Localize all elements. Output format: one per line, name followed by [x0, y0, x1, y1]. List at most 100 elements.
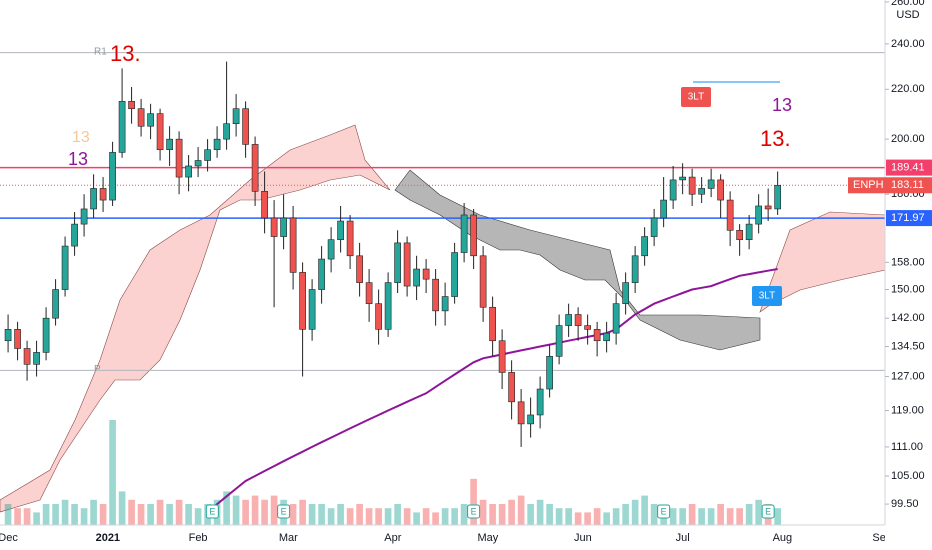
candle-body [128, 101, 135, 109]
volume-bar [356, 504, 363, 525]
candle-body [204, 149, 211, 161]
pivot-label: P [94, 364, 101, 375]
volume-bar [156, 499, 164, 525]
signal-box [681, 87, 711, 107]
y-tick-label: 142.00 [891, 312, 925, 324]
candle-body [584, 325, 591, 330]
level-label: 189.41 [891, 161, 925, 173]
earnings-marker: E [765, 506, 771, 516]
level-label: 171.97 [891, 212, 925, 224]
volume-bar [61, 499, 69, 525]
volume-bar [365, 508, 373, 525]
candle-body [603, 332, 610, 342]
candle-body [175, 138, 183, 178]
y-tick-label: 158.00 [891, 256, 925, 268]
candle-body [4, 329, 12, 342]
candle-body [289, 217, 297, 273]
candle-body [745, 223, 753, 241]
candle-body [223, 123, 230, 140]
volume-bar [375, 508, 382, 525]
volume-bar [441, 508, 449, 525]
volume-bar [517, 495, 525, 525]
candle-body [413, 268, 420, 287]
annotation: 13 [68, 149, 88, 169]
x-tick-label: May [477, 532, 498, 544]
candle-body [80, 208, 88, 225]
annotation: 3LT [759, 291, 776, 302]
volume-bar [688, 504, 696, 525]
candle-body [565, 314, 572, 326]
volume-bar [52, 504, 59, 525]
volume-bar [508, 499, 515, 525]
volume-bar [23, 508, 31, 525]
candle-body [489, 306, 496, 342]
candle-body [698, 188, 705, 195]
candle-body [622, 282, 629, 304]
candle-body [308, 289, 316, 330]
candle-body [137, 108, 145, 127]
candle-body [641, 236, 648, 257]
candle-body [109, 152, 116, 201]
volume-bar [489, 504, 496, 525]
volume-bar [223, 491, 230, 525]
volume-bar [584, 512, 591, 525]
candle-body [299, 272, 306, 330]
volume-bar [527, 504, 534, 525]
volume-bar [717, 504, 724, 525]
candle-body [679, 176, 686, 181]
candle-body [242, 108, 249, 145]
volume-bar [679, 508, 686, 525]
volume-bar [574, 512, 582, 525]
candle-body [432, 278, 439, 312]
candle-body [213, 138, 221, 151]
earnings-box [467, 504, 481, 519]
currency-label: USD [896, 9, 919, 21]
volume-bar [698, 508, 705, 525]
candle-body [422, 268, 430, 280]
volume-bar [166, 504, 173, 525]
earnings-box [657, 504, 671, 519]
candle-body [356, 255, 363, 283]
volume-bar [261, 499, 268, 525]
candle-body [764, 205, 772, 210]
volume-bar [118, 491, 126, 525]
volume-bar [299, 499, 306, 525]
candle-body [194, 160, 202, 167]
candle-body [90, 188, 97, 210]
earnings-box [205, 504, 219, 519]
candle-body [517, 401, 525, 425]
candle-body [508, 372, 515, 403]
volume-bar [109, 420, 116, 525]
x-tick-label: 2021 [96, 532, 120, 544]
volume-bar [755, 499, 762, 525]
volume-bar [641, 495, 648, 525]
candle-body [280, 217, 287, 237]
y-tick-label: 240.00 [891, 38, 925, 50]
symbol-label: ENPH [853, 179, 884, 191]
cloud-bullish [0, 124, 391, 513]
volume-bar [175, 499, 183, 525]
y-tick-label: 127.00 [891, 370, 925, 382]
candle-body [23, 348, 31, 365]
candle-body [261, 191, 268, 219]
volume-bar [565, 508, 572, 525]
candle-body [650, 217, 658, 237]
candle-body [707, 179, 715, 189]
candle-body [166, 138, 173, 151]
candle-body [61, 245, 69, 290]
candle-body [498, 340, 506, 373]
candle-body [346, 220, 354, 257]
earnings-box [761, 504, 775, 519]
candle-body [365, 282, 373, 304]
annotation: 13. [760, 126, 791, 151]
candle-body [42, 317, 50, 353]
candle-body [755, 205, 762, 225]
y-tick-label: 134.50 [891, 340, 925, 352]
volume-bar [479, 499, 487, 525]
y-tick-label: 105.00 [891, 470, 925, 482]
volume-bar [432, 512, 439, 525]
volume-bar [707, 508, 715, 525]
candle-body [593, 329, 601, 342]
level-tag [886, 210, 932, 227]
